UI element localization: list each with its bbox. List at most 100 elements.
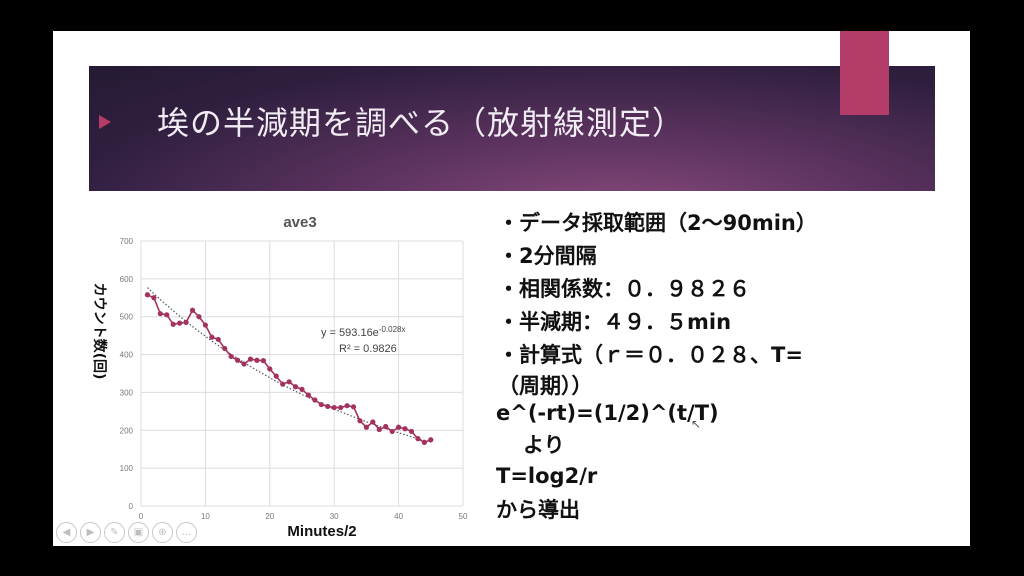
zoom-button[interactable]: ⊕ [152,522,173,543]
data-point [202,322,208,328]
x-axis-label: Minutes/2 [287,523,356,540]
data-point [215,336,221,343]
formula-derived: から導出 [496,498,580,522]
data-point [286,379,292,385]
formula-T: T=log2/r [496,464,598,488]
data-point [421,439,427,445]
data-point [241,361,247,367]
data-point [350,404,357,410]
data-point [402,426,408,432]
data-point [267,366,273,372]
data-point [396,424,402,430]
data-point [228,353,234,360]
trendline-r2: R² = 0.9826 [339,343,397,355]
bullet-formula: ・計算式（ｒ＝０．０２８、T= [498,343,803,367]
bullet-half-life: ・半減期：４９．５min [498,310,732,334]
zoom-icon: ⊕ [158,527,167,538]
pen-icon: ✎ [110,527,119,538]
bullet-range: ・データ採取範囲（2〜90min） [498,211,817,235]
data-point [344,403,350,409]
y-tick-label: 200 [120,426,134,435]
accent-bar [840,31,889,115]
title-banner: 埃の半減期を調べる（放射線測定） [89,66,935,191]
data-point [312,397,318,403]
trendline-equation-base: y = 593.16e [321,327,379,339]
presentation-toolbar: ◀ ▶ ✎ ▣ ⊕ … [56,522,197,543]
data-point [318,401,324,408]
y-tick-label: 100 [120,464,134,473]
data-point [144,292,151,298]
y-tick-label: 500 [120,313,134,322]
slide-title: 埃の半減期を調べる（放射線測定） [157,104,686,142]
x-tick-label: 20 [265,512,274,521]
data-point [254,357,260,363]
more-icon: … [181,527,192,538]
data-point [247,356,254,362]
x-tick-label: 0 [139,512,144,521]
data-point [177,320,183,326]
data-series-points [144,292,434,445]
trendline [146,287,431,443]
data-point [325,403,331,410]
decay-chart: ave3 0 100 200 300 400 500 600 700 0 10 20 30 40 50 y… [91,214,468,540]
data-point [209,334,215,340]
data-point [370,419,376,425]
next-slide-button[interactable]: ▶ [80,522,101,543]
data-point [151,295,157,301]
y-tick-label: 400 [120,351,134,360]
bullet-interval: ・2分間隔 [498,244,597,268]
next-icon: ▶ [86,527,95,538]
data-point [357,418,363,424]
data-point [338,404,344,411]
pen-button[interactable]: ✎ [104,522,125,543]
data-point [157,311,163,317]
y-tick-label: 300 [120,388,134,397]
data-point [164,312,170,318]
prev-icon: ◀ [62,527,71,538]
data-point [235,357,241,363]
x-tick-label: 30 [330,512,339,521]
formula-equation: e^(-rt)=(1/2)^(t/T) [496,401,719,425]
x-tick-label: 40 [394,512,403,521]
prev-slide-button[interactable]: ◀ [56,522,77,543]
data-point [189,307,196,313]
x-tick-label: 10 [201,512,210,521]
chart-title: ave3 [283,214,316,231]
data-point [273,373,279,379]
data-point [363,424,369,430]
data-point [331,404,337,411]
y-tick-label: 700 [120,237,134,246]
data-point [292,384,299,390]
data-point [222,345,228,352]
mouse-cursor-icon: ↖ [691,417,702,431]
chart-tick-labels: 0 100 200 300 400 500 600 700 0 10 20 30 40 50 [120,237,468,521]
data-point [305,392,312,398]
y-tick-label: 600 [120,275,134,284]
bullet-correlation: ・相関係数：０．９８２６ [498,277,750,301]
x-tick-label: 50 [459,512,468,521]
data-point [415,436,421,442]
chart-gridlines [140,240,464,507]
trendline-equation-exponent: -0.028x [379,325,406,334]
data-point [280,381,286,387]
data-point [183,319,189,325]
trendline-equation: y = 593.16e-0.028x [321,325,406,339]
slides-button[interactable]: ▣ [128,522,149,543]
data-point [299,386,305,392]
slide: 埃の半減期を調べる（放射線測定） ave3 0 100 200 300 400 500 60… [53,31,970,546]
data-point [196,314,202,320]
slides-icon: ▣ [133,527,144,538]
formula-yori: より [523,433,565,457]
bullet-formula-cont: （周期）） [498,374,593,398]
y-axis-label: カウント数(回) [91,283,108,380]
data-point [376,426,382,433]
more-button[interactable]: … [176,522,197,543]
data-point [428,437,434,443]
data-point [260,358,266,364]
title-bullet-triangle-icon [99,115,111,129]
data-point [408,428,415,435]
y-tick-label: 0 [129,502,134,511]
data-point [389,428,395,435]
data-point [383,423,389,430]
data-point [170,321,176,327]
